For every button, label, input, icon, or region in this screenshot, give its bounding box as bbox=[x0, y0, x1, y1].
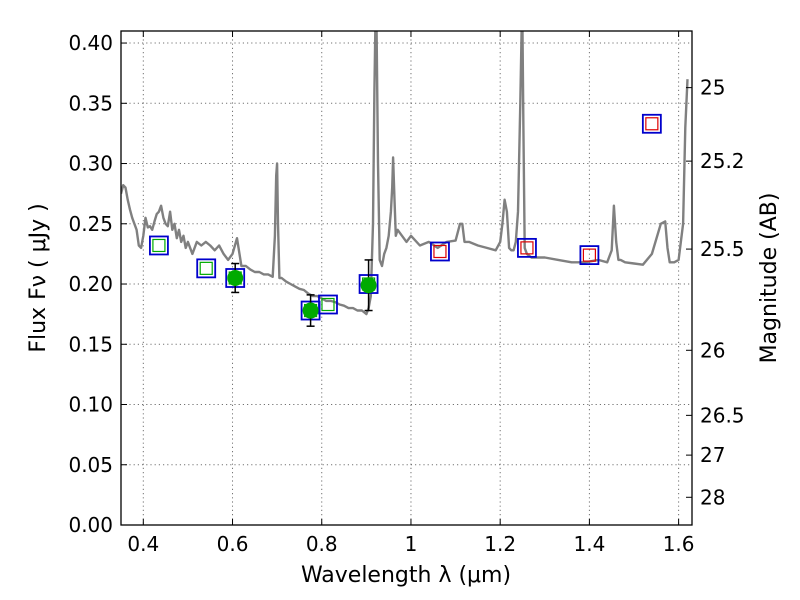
optical-model-point-box bbox=[196, 258, 217, 279]
grid bbox=[121, 31, 692, 526]
y-axis-label: Flux Fν ( μJy ) bbox=[26, 203, 51, 352]
plot-frame bbox=[120, 30, 693, 526]
magnitude-tick-label: 25 bbox=[700, 76, 725, 100]
x-tick-label: 1 bbox=[405, 532, 418, 556]
magnitude-tick-label: 25.5 bbox=[700, 237, 745, 261]
x-tick-label: 0.4 bbox=[127, 532, 159, 556]
x-tick-label: 1.4 bbox=[573, 532, 605, 556]
optical-model-point-box bbox=[318, 294, 338, 315]
detection-point bbox=[227, 270, 244, 286]
nir-model-point-box bbox=[430, 241, 450, 262]
nir-model-point-inner-box bbox=[582, 248, 596, 262]
y-tick-label: 0.40 bbox=[68, 31, 113, 55]
nir-model-point-box bbox=[517, 237, 537, 258]
nir-model-point-inner-box bbox=[520, 241, 534, 255]
optical-model-point-inner-box bbox=[199, 261, 213, 275]
y-tick-label: 0.30 bbox=[68, 152, 113, 176]
detection-point bbox=[360, 277, 377, 294]
x-tick-label: 1.2 bbox=[484, 532, 516, 556]
sed-model-series bbox=[121, 31, 689, 316]
nir-model-point-inner-box bbox=[433, 244, 447, 259]
optical-model-point-box bbox=[149, 235, 169, 256]
x-axis-label: Wavelength λ (μm) bbox=[301, 563, 511, 588]
optical-model-point-inner-box bbox=[321, 297, 335, 312]
x-tick-label: 0.8 bbox=[306, 532, 338, 556]
y-tick-label: 0.15 bbox=[68, 332, 113, 356]
y-tick-label: 0.00 bbox=[68, 513, 113, 537]
x-axis-ticks: 0.4 0.6 0.8 1 1.2 1.4 1.6 bbox=[127, 31, 695, 556]
magnitude-tick-label: 28 bbox=[700, 485, 725, 509]
y-tick-label: 0.05 bbox=[68, 453, 113, 477]
nir-model-point-box bbox=[579, 245, 600, 266]
magnitude-tick-label: 26 bbox=[700, 338, 725, 362]
y-tick-label: 0.20 bbox=[68, 272, 113, 296]
photometry-markers bbox=[149, 113, 662, 327]
magnitude-tick-label: 26.5 bbox=[700, 403, 745, 427]
magnitude-tick-label: 27 bbox=[700, 443, 725, 467]
detection-point bbox=[302, 302, 319, 319]
sed-model-line bbox=[121, 31, 689, 316]
y-tick-label: 0.10 bbox=[68, 393, 113, 417]
optical-model-point-inner-box bbox=[152, 238, 166, 253]
y-axis-ticks: 0.00 0.05 0.10 0.15 0.20 0.25 0.30 0.35 0.40 bbox=[68, 31, 127, 537]
magnitude-axis-label: Magnitude (AB) bbox=[757, 193, 782, 364]
x-tick-label: 0.6 bbox=[217, 532, 249, 556]
nir-model-point-box bbox=[641, 113, 662, 134]
y-tick-label: 0.35 bbox=[68, 91, 113, 115]
x-tick-label: 1.6 bbox=[663, 532, 695, 556]
magnitude-axis-ticks: 25 25.2 25.5 26 26.5 27 28 bbox=[686, 76, 745, 509]
nir-model-point-inner-box bbox=[645, 117, 659, 131]
magnitude-tick-label: 25.2 bbox=[700, 149, 745, 173]
y-tick-label: 0.25 bbox=[68, 212, 113, 236]
